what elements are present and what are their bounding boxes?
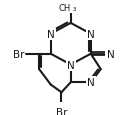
Text: N: N (67, 60, 75, 70)
Text: N: N (47, 29, 55, 39)
Text: Br: Br (56, 107, 67, 115)
Text: N: N (87, 29, 95, 39)
Text: N: N (107, 49, 115, 59)
Text: ₃: ₃ (72, 4, 75, 13)
Text: N: N (87, 78, 95, 88)
Text: Br: Br (13, 49, 25, 59)
Text: CH: CH (59, 4, 71, 13)
